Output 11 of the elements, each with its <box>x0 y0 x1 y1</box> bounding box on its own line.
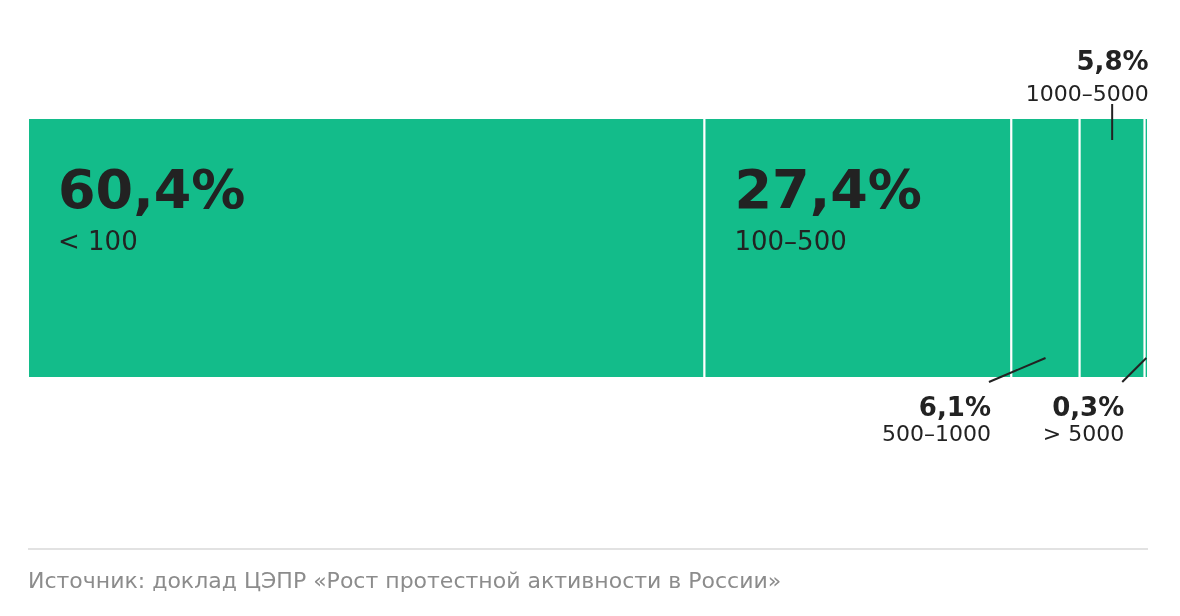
data-label: 0,3% <box>1052 392 1125 422</box>
text: 500–1000 <box>881 421 991 446</box>
data-label: 60,4% <box>58 158 246 221</box>
text: > 5000 <box>1042 421 1125 446</box>
series-label: 100–500 <box>734 226 847 256</box>
text: Источник: доклад ЦЭПР «Рост протестной активности в России» <box>28 548 1148 593</box>
data-label: 5,8% <box>1076 46 1149 76</box>
data-label: 6,1% <box>918 392 991 422</box>
series-label: 1000–5000 <box>1025 81 1149 106</box>
series-label: < 100 <box>58 226 138 256</box>
data-label: 27,4% <box>734 158 922 221</box>
